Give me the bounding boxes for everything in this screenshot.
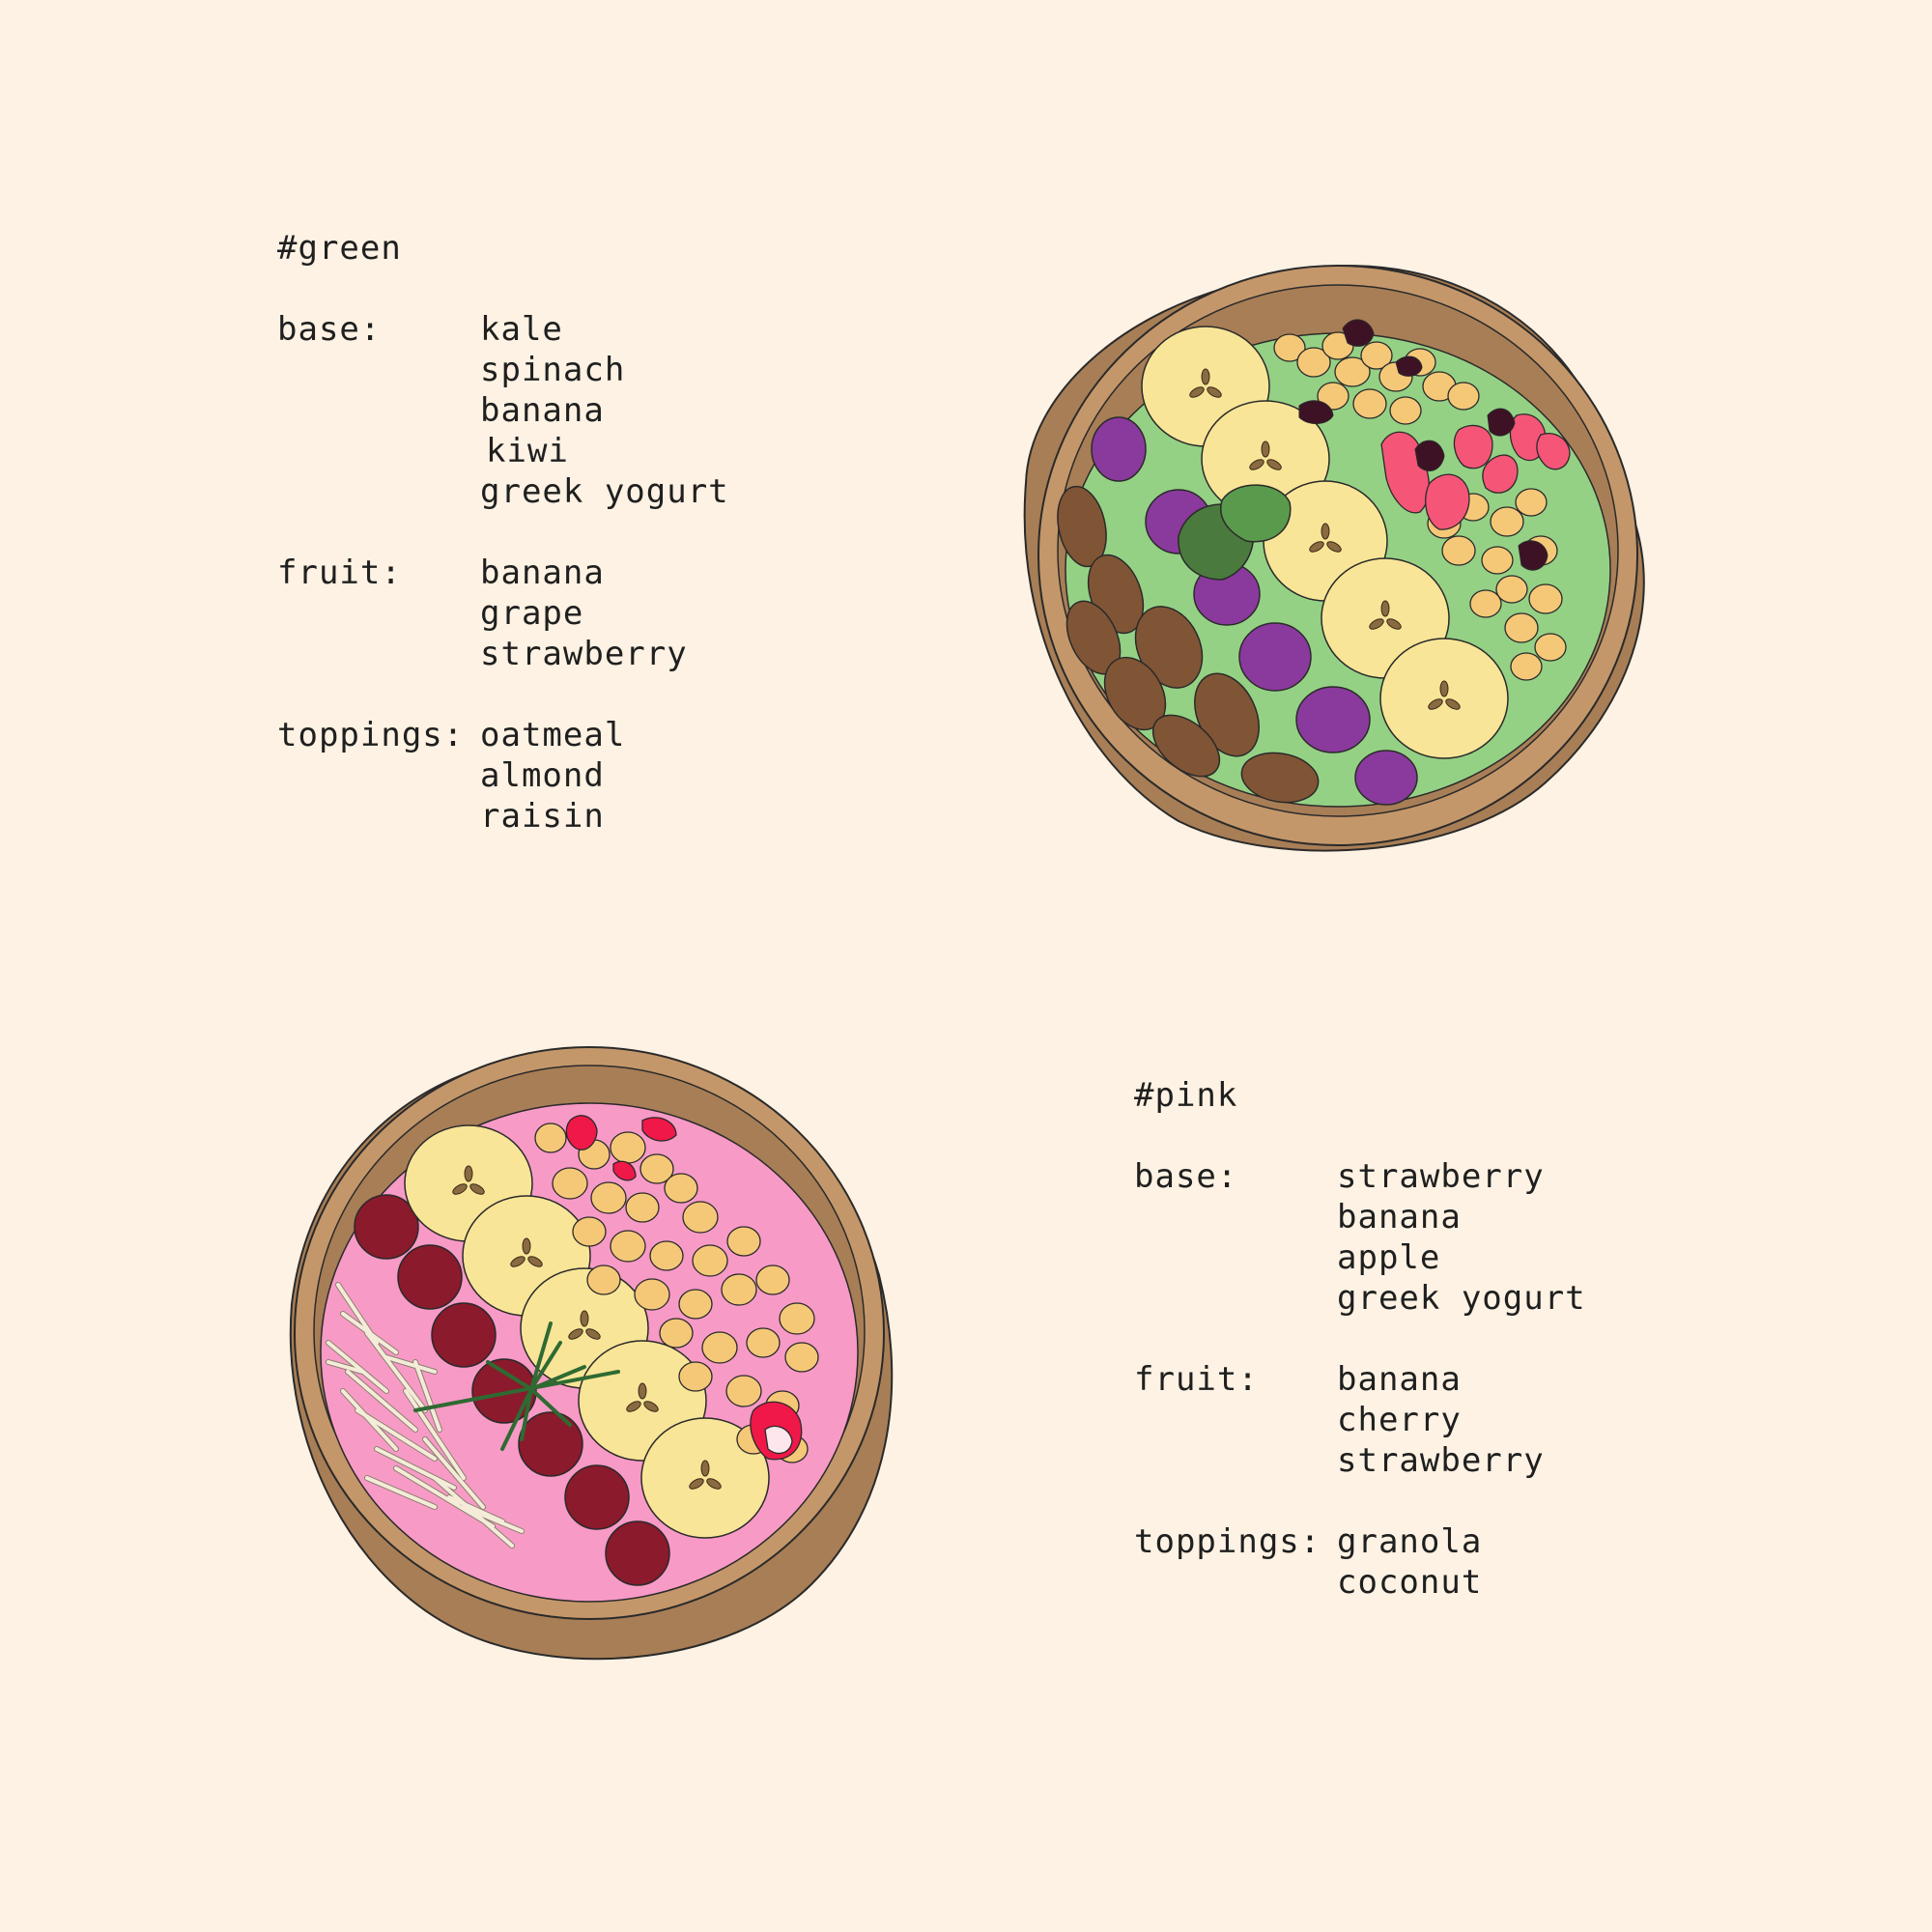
toppings-list: granola coconut [1337, 1521, 1482, 1603]
almond-icon [1057, 485, 1320, 804]
base-list: strawberry banana apple greek yogurt [1337, 1156, 1586, 1319]
raisin-icon [1298, 319, 1548, 571]
ingredient: kiwi [486, 432, 569, 470]
toppings-list: oatmeal almond raisin [480, 715, 625, 837]
ingredient: banana [1337, 1198, 1462, 1236]
ingredient: apple [1337, 1238, 1441, 1277]
fruit-section: fruit: banana grape strawberry [277, 553, 729, 674]
banana-slice-icon [1141, 326, 1509, 759]
ingredient: raisin [480, 797, 605, 836]
grape-icon [1091, 416, 1418, 806]
ingredient: strawberry [480, 635, 688, 673]
ingredient: oatmeal [480, 716, 626, 754]
ingredient: coconut [1337, 1563, 1483, 1602]
base-label: base: [1134, 1157, 1238, 1196]
coconut-icon [326, 1282, 525, 1548]
base-list: kale spinach banana kiwi greek yogurt [480, 309, 729, 512]
strawberry-icon [1380, 413, 1571, 530]
smoothie-bowl-green-icon [1023, 265, 1645, 852]
fruit-list: banana cherry strawberry [1337, 1359, 1545, 1481]
ingredient: kale [480, 310, 563, 349]
granola-icon [534, 1122, 819, 1463]
ingredient: strawberry [1337, 1157, 1545, 1196]
pink-recipe: #pink base: strawberry banana apple gree… [1134, 1075, 1586, 1643]
ingredient: banana [1337, 1360, 1462, 1399]
ingredient: grape [480, 594, 584, 633]
ingredient: greek yogurt [480, 472, 729, 511]
base-label: base: [277, 310, 382, 349]
toppings-label: toppings: [277, 716, 465, 754]
mint-leaf-icon [1178, 484, 1292, 581]
herb-sprig-icon [413, 1321, 620, 1451]
ingredient: almond [480, 756, 605, 795]
recipe-title: #green [277, 229, 402, 268]
ingredient: granola [1337, 1522, 1483, 1561]
ingredient: cherry [1337, 1401, 1462, 1439]
smoothie-bowl-pink-icon [289, 1046, 894, 1661]
strawberry-icon [565, 1115, 803, 1461]
toppings-section: toppings: oatmeal almond raisin [277, 715, 729, 837]
banana-slice-icon [404, 1124, 770, 1539]
toppings-section: toppings: granola coconut [1134, 1521, 1586, 1603]
green-recipe: #green base: kale spinach banana kiwi gr… [277, 228, 729, 877]
base-section: base: strawberry banana apple greek yogu… [1134, 1156, 1586, 1319]
fruit-label: fruit: [1134, 1360, 1259, 1399]
fruit-label: fruit: [277, 554, 402, 592]
ingredient: banana [480, 554, 605, 592]
fruit-list: banana grape strawberry [480, 553, 688, 674]
base-section: base: kale spinach banana kiwi greek yog… [277, 309, 729, 512]
ingredient: banana [480, 391, 605, 430]
ingredient: spinach [480, 351, 626, 389]
fruit-section: fruit: banana cherry strawberry [1134, 1359, 1586, 1481]
ingredient: strawberry [1337, 1441, 1545, 1480]
cherry-icon [354, 1194, 670, 1586]
recipe-title: #pink [1134, 1076, 1238, 1115]
ingredient: greek yogurt [1337, 1279, 1586, 1318]
toppings-label: toppings: [1134, 1522, 1321, 1561]
